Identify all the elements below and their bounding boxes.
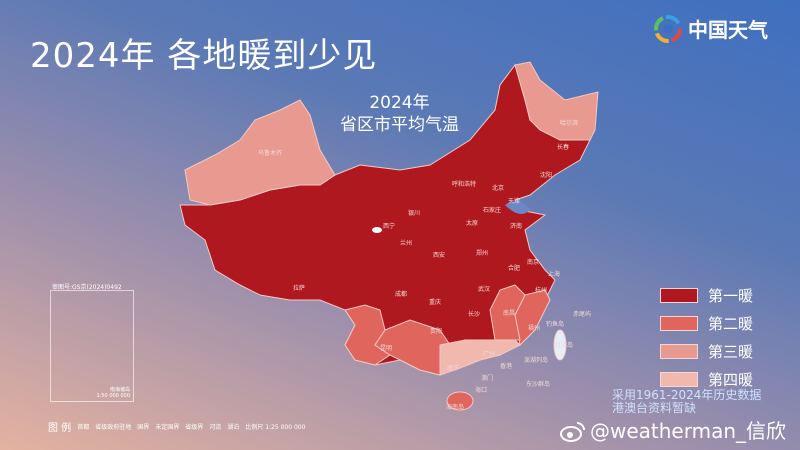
legend-item-rank4: 第四暖 [660, 369, 753, 390]
city-label: 贵阳 [430, 327, 442, 335]
region-xinjiang [184, 99, 336, 206]
weibo-watermark: @weatherman_信欣 [560, 419, 786, 443]
map-legend-item: 省级界 [185, 424, 204, 431]
bohai-sea [505, 201, 530, 214]
city-label: 东沙群岛 [526, 380, 550, 388]
watermark-text: @weatherman_信欣 [590, 419, 787, 443]
city-label: 杭州 [535, 286, 547, 294]
city-label: 钓鱼岛 [546, 320, 564, 328]
region-hainan [446, 391, 474, 411]
map-symbol-legend: 图 例 首都 省级政府驻地 国界 未定国界 省级界 河流 湖泊 比例尺 1:25… [48, 419, 305, 434]
legend-label: 第四暖 [708, 371, 754, 389]
map-subtitle: 2024年 省区市平均气温 [340, 92, 459, 136]
legend-swatch [660, 316, 698, 331]
logo-text: 中国天气 [688, 18, 768, 42]
data-source-note: 采用1961-2024年历史数据 港澳台资料暂缺 [612, 389, 761, 415]
legend-swatch [660, 344, 698, 359]
city-label: 赤尾屿 [573, 310, 591, 318]
city-label: 南京 [527, 258, 539, 266]
legend-label: 第三暖 [708, 343, 754, 361]
map-legend-heading: 图 例 [48, 423, 72, 434]
map-legend-item: 比例尺 1:25 000 000 [245, 424, 306, 431]
city-label: 西宁 [383, 222, 395, 230]
source-line2: 港澳台资料暂缺 [612, 401, 697, 415]
city-label: 香港 [500, 362, 512, 370]
city-label: 乌鲁木齐 [258, 149, 282, 157]
map-legend-item: 未定国界 [155, 424, 180, 431]
city-label: 哈尔滨 [560, 119, 578, 127]
legend-item-rank3: 第三暖 [660, 341, 753, 362]
city-label: 长沙 [468, 310, 480, 318]
south-china-sea-inset: 南海诸岛 1:50 000 000 [50, 290, 134, 402]
weibo-icon [560, 422, 585, 442]
logo: 中国天气 [654, 14, 768, 43]
subtitle-line2: 省区市平均气温 [340, 115, 459, 135]
region-taiwan [553, 329, 567, 361]
inset-label: 南海诸岛 1:50 000 000 [97, 386, 131, 399]
city-label: 西安 [433, 251, 445, 259]
legend-label: 第一暖 [708, 287, 754, 305]
city-label: 长春 [557, 143, 569, 151]
city-label: 太原 [466, 219, 478, 227]
legend-swatch [660, 288, 698, 303]
region-heilongjiang [514, 61, 599, 141]
legend-label: 第二暖 [708, 315, 754, 333]
city-label: 重庆 [429, 298, 441, 306]
region-guangdong [439, 339, 521, 376]
city-label: 郑州 [476, 249, 488, 257]
city-label: 福州 [528, 324, 540, 332]
city-label: 广州 [483, 350, 495, 358]
city-label: 成都 [395, 290, 407, 298]
city-label: 南昌 [503, 309, 515, 317]
pinwheel-logo-icon [654, 14, 682, 43]
subtitle-line1: 2024年 [369, 93, 430, 113]
inset-scale: 1:50 000 000 [96, 393, 131, 399]
legend-item-rank1: 第一暖 [660, 285, 753, 306]
city-label: 澳门 [481, 374, 493, 382]
map-legend-item: 湖泊 [227, 424, 240, 431]
city-label: 昆明 [380, 345, 392, 352]
approval-code: 审图号:GS京(2024)0492 [52, 284, 122, 291]
city-label: 拉萨 [293, 284, 305, 292]
inset-name: 南海诸岛 [109, 387, 130, 393]
map-legend-item: 国界 [137, 424, 150, 431]
map-legend-item: 首都 [77, 424, 90, 431]
city-label: 上海 [548, 270, 560, 278]
region-guangxi [374, 319, 451, 376]
city-label: 沈阳 [540, 171, 552, 179]
map-legend-item: 省级政府驻地 [95, 424, 132, 431]
region-jiangxi [489, 284, 526, 341]
source-line1: 采用1961-2024年历史数据 [612, 388, 762, 402]
map-legend-item: 河流 [209, 424, 222, 431]
city-label: 武汉 [478, 285, 490, 293]
city-label: 澎湖列岛 [524, 356, 548, 364]
city-label: 合肥 [508, 264, 520, 272]
city-label: 南宁 [447, 364, 459, 372]
legend-item-rank2: 第二暖 [660, 313, 753, 334]
city-labels: 乌鲁木齐 哈尔滨 长春 沈阳 呼和浩特 北京 天津 石家庄 太原 济南 银川 西… [258, 119, 591, 411]
city-label: 北京 [492, 184, 504, 192]
warm-rank-legend: 第一暖 第二暖 第三暖 第四暖 [660, 285, 753, 397]
city-label: 济南 [510, 222, 522, 230]
page-title: 2024年 各地暖到少见 [30, 36, 378, 76]
city-label: 兰州 [400, 239, 412, 247]
legend-swatch [660, 372, 698, 387]
city-label: 呼和浩特 [452, 180, 476, 188]
city-label: 海南岛 [446, 403, 464, 411]
city-label: 银川 [408, 209, 420, 217]
city-label: 天津 [508, 198, 520, 205]
qinghai-lake [372, 227, 382, 233]
city-label: 石家庄 [483, 206, 501, 214]
city-label: 海口 [475, 386, 487, 394]
city-label: 台湾岛 [555, 341, 573, 349]
